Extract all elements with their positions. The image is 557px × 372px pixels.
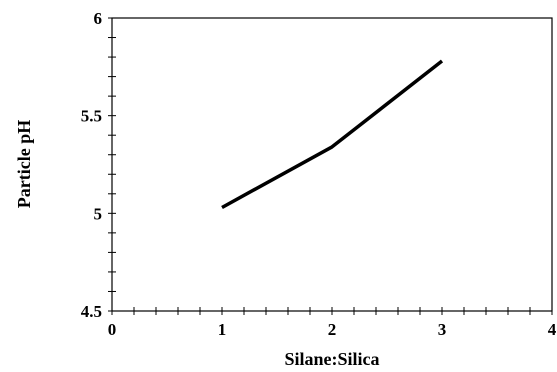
x-tick-labels: 0 1 2 3 4 <box>108 320 557 339</box>
x-tick-label: 2 <box>328 320 337 339</box>
x-axis-title: Silane:Silica <box>284 349 379 369</box>
y-tick-label: 6 <box>94 9 103 28</box>
series-line <box>221 59 444 210</box>
y-tick-label: 5 <box>94 204 103 223</box>
y-tick-label: 4.5 <box>81 302 102 321</box>
y-tick-labels: 4.5 5 5.5 6 <box>81 9 102 321</box>
x-tick-label: 3 <box>438 320 447 339</box>
y-tick-label: 5.5 <box>81 107 102 126</box>
axis-ticks <box>108 17 553 315</box>
x-tick-label: 1 <box>218 320 227 339</box>
x-tick-label: 4 <box>548 320 557 339</box>
series-group <box>221 59 444 210</box>
x-tick-label: 0 <box>108 320 117 339</box>
y-axis-title: Particle pH <box>14 120 34 208</box>
plot-area <box>111 17 553 312</box>
